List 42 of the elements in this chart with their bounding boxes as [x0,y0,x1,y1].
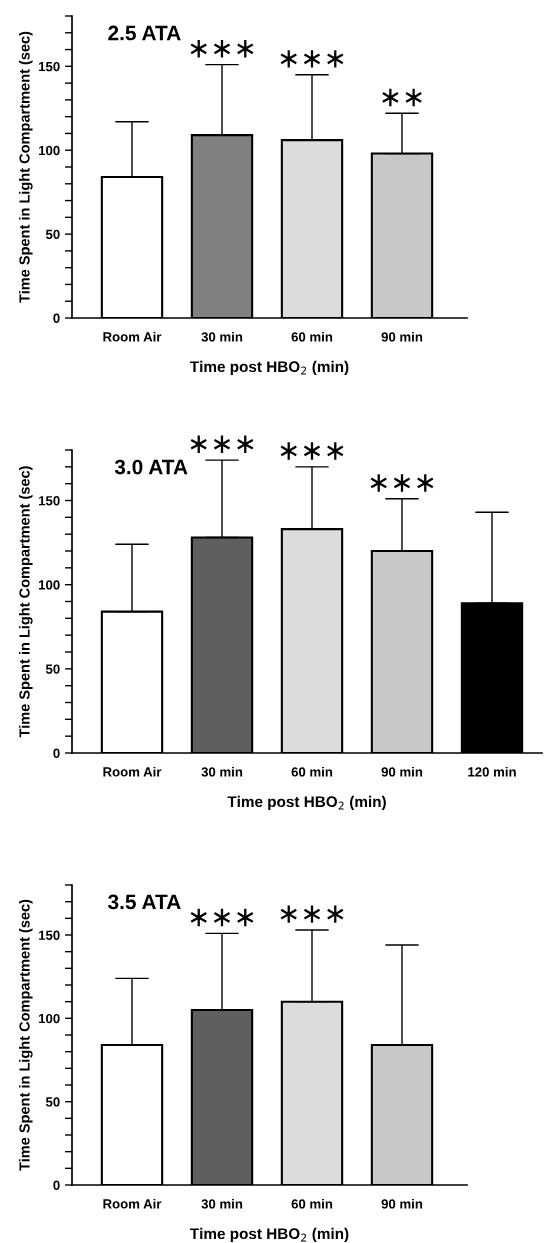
x-tick-label: 90 min [381,331,423,342]
x-axis-title: Time post HBO$_{2}$ (min) [190,360,349,376]
y-tick-label: 50 [45,229,60,240]
x-tick-label: Room Air [103,331,162,342]
y-tick-label: 150 [39,930,60,940]
y-axis-title: Time Spent in Light Compartment (sec) [18,31,33,303]
y-axis-title: Time Spent in Light Compartment (sec) [18,466,33,738]
x-tick-label: 60 min [291,766,333,777]
data-label: ∗∗∗ [190,908,254,927]
x-tick-label: Room Air [103,766,162,777]
x-tick-label: 30 min [201,766,243,777]
x-tick-label: Room Air [103,1198,162,1209]
x-tick-label: 90 min [381,766,423,777]
y-tick-label: 50 [45,664,60,674]
x-tick-label: 30 min [201,1198,243,1209]
y-tick-label: 100 [39,580,60,590]
x-tick-label: 60 min [291,331,333,342]
data-label: ∗∗∗ [280,442,344,460]
data-label: ∗∗∗ [190,435,254,453]
y-tick-label: 0 [53,748,60,758]
data-label: ∗∗∗ [280,905,344,923]
x-tick-label: 120 min [468,766,516,777]
data-label: ∗∗∗ [280,50,344,68]
y-tick-label: 0 [53,313,60,323]
y-tick-label: 50 [45,1097,60,1107]
data-label: ∗∗∗ [190,40,254,58]
chart-title: 3.5 ATA [108,894,181,910]
data-label: ∗∗∗ [370,474,434,492]
x-tick-label: 30 min [201,331,243,342]
data-label: ∗∗ [382,88,422,107]
x-tick-label: 60 min [291,1198,333,1209]
x-axis-title: Time post HBO$_{2}$ (min) [227,795,386,811]
y-tick-label: 0 [53,1180,60,1190]
chart-title: 2.5 ATA [108,25,181,41]
y-tick-label: 150 [39,61,60,72]
y-axis-title: Time Spent in Light Compartment (sec) [18,899,33,1171]
x-tick-label: 90 min [381,1198,423,1209]
y-tick-label: 100 [39,145,60,156]
y-tick-label: 100 [39,1013,60,1024]
x-axis-title: Time post HBO$_{2}$ (min) [190,1227,349,1243]
chart-title: 3.0 ATA [114,459,188,475]
y-tick-label: 150 [39,496,60,506]
